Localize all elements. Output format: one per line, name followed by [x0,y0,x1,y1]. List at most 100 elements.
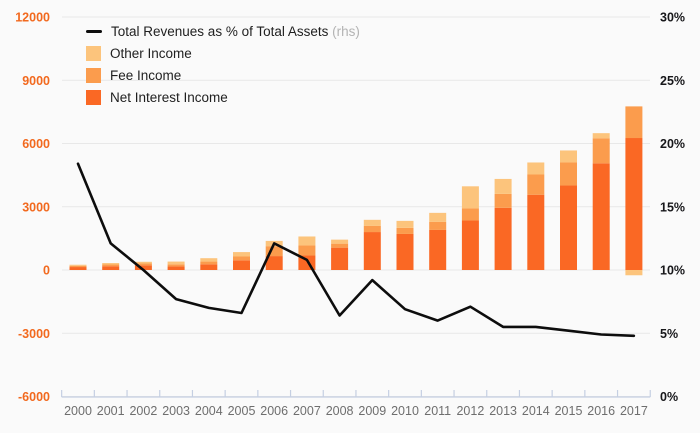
bar-fee-income-2016 [592,138,610,164]
x-axis-year-label: 2011 [424,404,451,418]
bar-other-income-2008 [331,239,349,244]
chart-legend: Total Revenues as % of Total Assets (rhs… [86,24,360,105]
x-axis-year-label: 2012 [456,404,484,418]
bar-fee-income-2008 [331,243,349,248]
bar-other-income-2003 [167,261,185,265]
legend-swatch-icon [86,68,101,83]
bar-net-interest-income-2010 [396,233,414,270]
bar-other-income-2015 [560,150,577,163]
bar-fee-income-2003 [167,264,185,267]
bar-fee-income-2005 [233,256,250,261]
x-axis-year-label: 2007 [293,404,321,418]
right-axis-tick-label: 20% [660,137,685,151]
bar-fee-income-2011 [429,221,447,230]
bar-other-income-2014 [527,162,545,175]
bar-net-interest-income-2011 [429,229,447,270]
right-axis-tick-label: 0% [660,390,678,404]
right-axis-tick-label: 15% [660,200,685,214]
legend-label: Other Income [110,46,192,61]
bar-fee-income-2004 [200,261,218,265]
x-axis-year-label: 2017 [620,404,648,418]
x-axis-year-label: 2006 [260,404,288,418]
line-total-revenues-as-of-total-assets [76,162,636,338]
legend-label: Net Interest Income [110,90,228,105]
bar-net-interest-income-2000 [69,267,87,270]
legend-swatch-icon [86,46,101,61]
bar-fee-income-2006 [265,246,283,257]
bar-fee-income-2012 [461,208,479,221]
bar-fee-income-2014 [527,174,545,195]
bar-net-interest-income-2006 [265,256,283,270]
bar-fee-income-2007 [298,245,316,256]
x-axis-year-label: 2013 [489,404,517,418]
bar-other-income-2012 [461,186,479,209]
bar-net-interest-income-2004 [200,264,218,270]
bar-net-interest-income-2001 [102,266,120,270]
bar-net-interest-income-2003 [167,266,185,270]
left-axis-tick-label: 6000 [22,137,50,151]
bar-other-income-2001 [102,263,120,265]
x-axis-year-label: 2000 [64,404,92,418]
bar-net-interest-income-2012 [461,220,479,270]
bar-net-interest-income-2013 [494,207,512,270]
legend-item-net-interest-income: Net Interest Income [86,90,360,105]
bar-fee-income-2009 [363,225,381,233]
bar-fee-income-2010 [396,227,414,234]
bar-other-income-2000 [69,264,87,266]
x-axis-year-label: 2005 [228,404,256,418]
bar-other-income-2017 [625,270,643,276]
bar-net-interest-income-2014 [527,194,545,270]
x-axis-year-label: 2014 [522,404,550,418]
left-axis-tick-label: -6000 [18,390,50,404]
bar-fee-income-2013 [494,193,512,208]
bar-net-interest-income-2016 [592,163,610,270]
x-axis-year-label: 2008 [326,404,354,418]
x-axis-year-label: 2009 [358,404,386,418]
bar-fee-income-2015 [560,162,577,186]
left-axis-tick-label: -3000 [18,327,50,341]
bar-net-interest-income-2005 [233,260,250,270]
bar-net-interest-income-2009 [363,232,381,270]
legend-swatch-icon [86,90,101,105]
bar-other-income-2004 [200,258,218,262]
bar-fee-income-2001 [102,264,120,267]
left-axis-tick-label: 12000 [15,11,50,25]
x-axis-year-label: 2004 [195,404,223,418]
right-axis-tick-label: 5% [660,327,678,341]
bar-other-income-2011 [429,212,447,222]
legend-item-other-income: Other Income [86,46,360,61]
bar-other-income-2009 [363,219,381,226]
left-axis-tick-label: 0 [43,264,50,278]
right-axis-tick-label: 10% [660,264,685,278]
legend-line-sample-icon [86,30,102,33]
x-axis-year-label: 2015 [555,404,583,418]
bar-net-interest-income-2015 [560,185,577,270]
x-axis-year-label: 2010 [391,404,419,418]
bar-net-interest-income-2002 [134,265,152,270]
bar-fee-income-2017 [625,106,643,139]
legend-label: Total Revenues as % of Total Assets (rhs… [111,24,360,39]
bar-fee-income-2002 [134,263,152,266]
bar-other-income-2010 [396,220,414,228]
bar-net-interest-income-2008 [331,247,349,270]
bar-net-interest-income-2017 [625,138,643,270]
bar-fee-income-2000 [69,265,87,268]
x-axis-year-label: 2016 [587,404,615,418]
legend-label: Fee Income [110,68,182,83]
legend-item-total-revenues-as-of-total-assets: Total Revenues as % of Total Assets (rhs… [86,24,360,39]
bar-other-income-2007 [298,236,316,246]
bar-other-income-2016 [592,133,610,139]
legend-label-suffix: (rhs) [328,24,360,39]
x-axis-year-label: 2003 [162,404,190,418]
x-axis-year-label: 2001 [97,404,125,418]
legend-item-fee-income: Fee Income [86,68,360,83]
x-axis-year-label: 2002 [129,404,157,418]
left-axis-tick-label: 9000 [22,74,50,88]
bar-other-income-2002 [134,261,152,264]
bar-other-income-2013 [494,178,512,194]
left-axis-tick-label: 3000 [22,200,50,214]
right-axis-tick-label: 25% [660,74,685,88]
bar-other-income-2005 [233,252,250,257]
